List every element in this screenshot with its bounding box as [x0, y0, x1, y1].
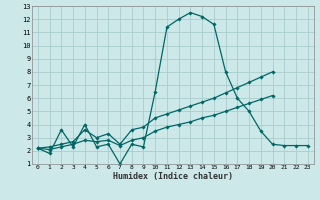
X-axis label: Humidex (Indice chaleur): Humidex (Indice chaleur) [113, 172, 233, 181]
